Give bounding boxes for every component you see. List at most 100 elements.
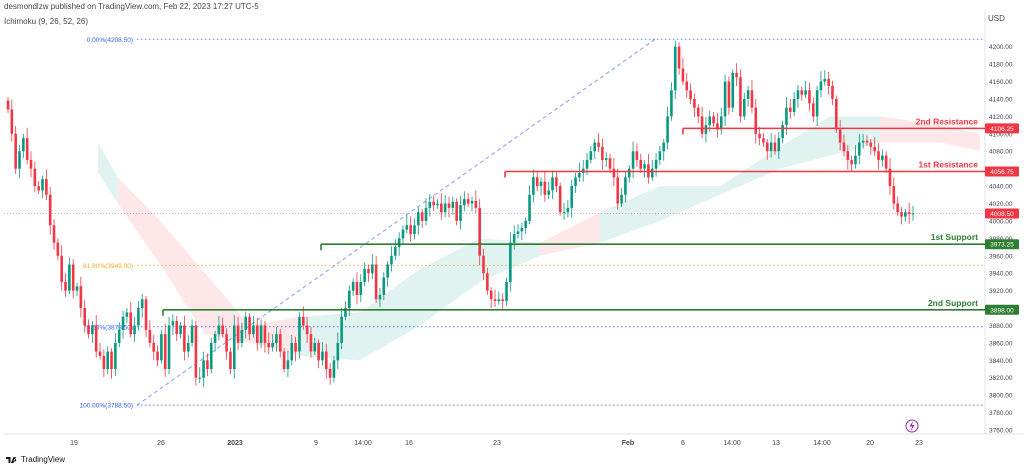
candle-body xyxy=(831,85,834,99)
candle-body xyxy=(631,151,635,169)
candle-body xyxy=(382,277,386,295)
candle-body xyxy=(900,212,903,217)
candle-body xyxy=(716,123,719,130)
fib-trend-line xyxy=(136,38,656,406)
candle-body xyxy=(555,177,558,187)
fib-level-label: 78.60%(3878.50) xyxy=(83,324,133,331)
candle-body xyxy=(432,201,435,206)
candle-body xyxy=(762,138,765,143)
candle-body xyxy=(83,308,86,326)
y-tick-label: 3940.00 xyxy=(989,271,1013,278)
candle-body xyxy=(842,142,846,152)
level-price-tag xyxy=(985,304,1019,315)
y-tick-label: 4140.00 xyxy=(989,96,1013,103)
candle-body xyxy=(486,273,489,291)
y-tick-label: 3760.00 xyxy=(989,428,1013,435)
candle-body xyxy=(171,321,175,326)
tradingview-brand: TradingView xyxy=(21,455,66,464)
cloud-segment xyxy=(205,273,250,343)
resistance-level: 1st Resistance 4056.75 xyxy=(504,159,1019,178)
candle-body xyxy=(535,177,539,187)
cloud-segment xyxy=(160,220,205,335)
candle-body xyxy=(865,140,869,143)
x-tick-label: 16 xyxy=(405,440,413,447)
candle-body xyxy=(25,138,29,160)
candle-body xyxy=(482,255,485,274)
candle-body xyxy=(881,155,884,160)
candle-body xyxy=(397,238,401,248)
candle-body xyxy=(436,203,439,206)
candle-body xyxy=(278,334,282,352)
x-tick-label: 26 xyxy=(157,440,165,447)
candle-body xyxy=(811,103,815,117)
candle-body xyxy=(838,129,842,143)
candle-body xyxy=(14,133,17,169)
candle-body xyxy=(524,220,527,228)
candle-body xyxy=(232,325,236,370)
tradingview-logo-icon xyxy=(6,456,17,463)
candle-body xyxy=(463,199,466,206)
candle-body xyxy=(601,146,604,160)
candle-body xyxy=(846,151,850,160)
level-price-tag xyxy=(985,123,1019,134)
candle-body xyxy=(723,81,727,117)
x-tick-label: 20 xyxy=(866,440,874,447)
candle-body xyxy=(275,334,278,343)
fib-level-label: 0.00%(4208.50) xyxy=(87,37,133,44)
candle-body xyxy=(593,142,597,152)
candle-body xyxy=(267,342,271,348)
level-label: 1st Resistance xyxy=(918,159,978,169)
candle-body xyxy=(543,181,547,195)
y-tick-label: 4160.00 xyxy=(989,79,1013,86)
candle-body xyxy=(804,90,807,95)
candle-body xyxy=(551,177,554,191)
candle-body xyxy=(252,325,255,335)
candle-body xyxy=(773,142,777,152)
candle-body xyxy=(152,342,156,352)
candle-body xyxy=(520,227,524,232)
candle-body xyxy=(827,78,830,86)
candle-body xyxy=(509,242,512,282)
candle-body xyxy=(175,321,179,335)
cloud-segment xyxy=(880,116,940,143)
candle-body xyxy=(850,159,853,165)
candle-body xyxy=(566,207,570,213)
candle-body xyxy=(351,281,355,291)
currency-label: USD xyxy=(988,14,1005,23)
y-tick-label: 4000.00 xyxy=(989,218,1013,225)
candle-body xyxy=(405,225,409,230)
y-tick-label: 3920.00 xyxy=(989,288,1013,295)
candle-body xyxy=(904,212,907,217)
candle-body xyxy=(313,342,317,352)
candle-body xyxy=(137,308,140,326)
resistance-level: 2nd Resistance 4106.25 xyxy=(682,116,1019,135)
candle-body xyxy=(68,264,71,291)
candle-body xyxy=(144,299,148,330)
candle-body xyxy=(140,299,144,309)
candle-body xyxy=(788,107,792,113)
x-tick-label: 6 xyxy=(681,440,685,447)
candle-body xyxy=(455,201,458,221)
candle-body xyxy=(459,205,462,221)
candle-body xyxy=(18,151,21,169)
candle-body xyxy=(873,146,876,152)
candle-body xyxy=(33,168,37,187)
candle-body xyxy=(670,90,673,117)
candle-body xyxy=(102,355,106,370)
indicator-label[interactable]: Ichimoku (9, 26, 52, 26) xyxy=(4,17,89,26)
candle-body xyxy=(685,81,689,91)
candle-body xyxy=(420,212,424,221)
level-price-label: 4056.75 xyxy=(990,169,1014,176)
candle-body xyxy=(777,138,781,152)
candle-body xyxy=(604,158,608,160)
y-tick-label: 3840.00 xyxy=(989,358,1013,365)
candle-body xyxy=(125,312,129,317)
candle-body xyxy=(727,81,731,108)
candle-body xyxy=(94,325,98,352)
cloud-segment xyxy=(118,177,160,265)
candle-body xyxy=(532,177,535,195)
candle-body xyxy=(52,225,56,243)
candle-body xyxy=(597,142,600,147)
candle-body xyxy=(106,351,110,370)
